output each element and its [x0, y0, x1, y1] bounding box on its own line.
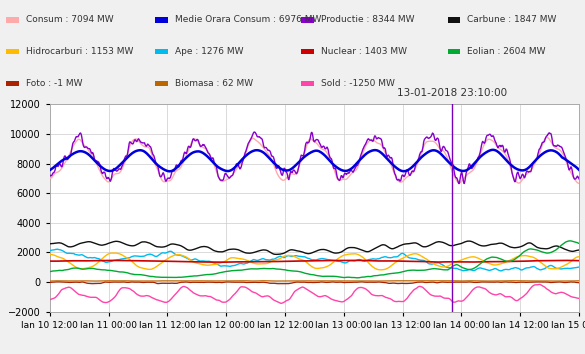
- Text: Ape : 1276 MW: Ape : 1276 MW: [175, 47, 243, 56]
- Text: Productie : 8344 MW: Productie : 8344 MW: [321, 15, 415, 24]
- Bar: [301, 17, 314, 23]
- Text: Consum : 7094 MW: Consum : 7094 MW: [26, 15, 113, 24]
- Text: Biomasa : 62 MW: Biomasa : 62 MW: [175, 79, 253, 88]
- Text: Hidrocarburi : 1153 MW: Hidrocarburi : 1153 MW: [26, 47, 133, 56]
- Bar: [6, 81, 19, 86]
- Bar: [448, 49, 460, 54]
- Text: Medie Orara Consum : 6976 MW: Medie Orara Consum : 6976 MW: [175, 15, 321, 24]
- Bar: [155, 49, 168, 54]
- Text: 13-01-2018 23:10:00: 13-01-2018 23:10:00: [397, 88, 507, 98]
- Bar: [448, 17, 460, 23]
- Bar: [6, 49, 19, 54]
- Text: Carbune : 1847 MW: Carbune : 1847 MW: [467, 15, 557, 24]
- Bar: [6, 17, 19, 23]
- Text: Nuclear : 1403 MW: Nuclear : 1403 MW: [321, 47, 407, 56]
- Bar: [155, 17, 168, 23]
- Bar: [301, 49, 314, 54]
- Text: Sold : -1250 MW: Sold : -1250 MW: [321, 79, 395, 88]
- Bar: [155, 81, 168, 86]
- Text: Eolian : 2604 MW: Eolian : 2604 MW: [467, 47, 546, 56]
- Text: Foto : -1 MW: Foto : -1 MW: [26, 79, 82, 88]
- Bar: [301, 81, 314, 86]
